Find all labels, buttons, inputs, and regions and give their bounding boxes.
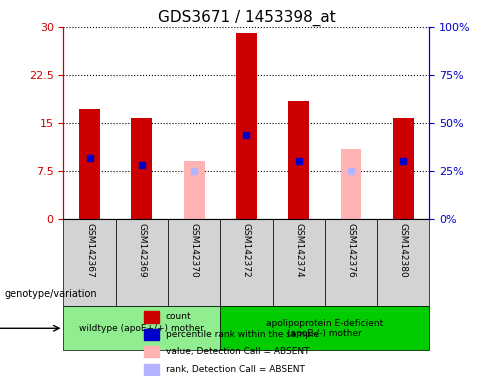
Bar <box>288 101 309 219</box>
Bar <box>131 118 152 219</box>
Bar <box>236 33 257 219</box>
Bar <box>144 346 159 358</box>
Bar <box>144 311 159 323</box>
Text: GSM142376: GSM142376 <box>346 223 356 278</box>
Text: GSM142372: GSM142372 <box>242 223 251 278</box>
Title: GDS3671 / 1453398_at: GDS3671 / 1453398_at <box>158 9 335 25</box>
Text: genotype/variation: genotype/variation <box>5 289 98 299</box>
FancyBboxPatch shape <box>325 219 377 306</box>
Text: count: count <box>166 313 192 321</box>
Text: GSM142367: GSM142367 <box>85 223 94 278</box>
FancyBboxPatch shape <box>377 219 429 306</box>
Text: value, Detection Call = ABSENT: value, Detection Call = ABSENT <box>166 348 309 356</box>
Text: GSM142370: GSM142370 <box>190 223 199 278</box>
Text: GSM142374: GSM142374 <box>294 223 303 278</box>
Text: GSM142380: GSM142380 <box>399 223 408 278</box>
Bar <box>393 118 414 219</box>
FancyBboxPatch shape <box>63 219 116 306</box>
Text: GSM142369: GSM142369 <box>137 223 146 278</box>
FancyBboxPatch shape <box>116 219 168 306</box>
Bar <box>79 109 100 219</box>
FancyBboxPatch shape <box>168 219 220 306</box>
Bar <box>144 329 159 340</box>
FancyBboxPatch shape <box>220 219 273 306</box>
Bar <box>341 149 362 219</box>
Bar <box>144 364 159 375</box>
Bar <box>183 161 204 219</box>
Text: percentile rank within the sample: percentile rank within the sample <box>166 330 319 339</box>
FancyBboxPatch shape <box>273 219 325 306</box>
Text: rank, Detection Call = ABSENT: rank, Detection Call = ABSENT <box>166 365 305 374</box>
